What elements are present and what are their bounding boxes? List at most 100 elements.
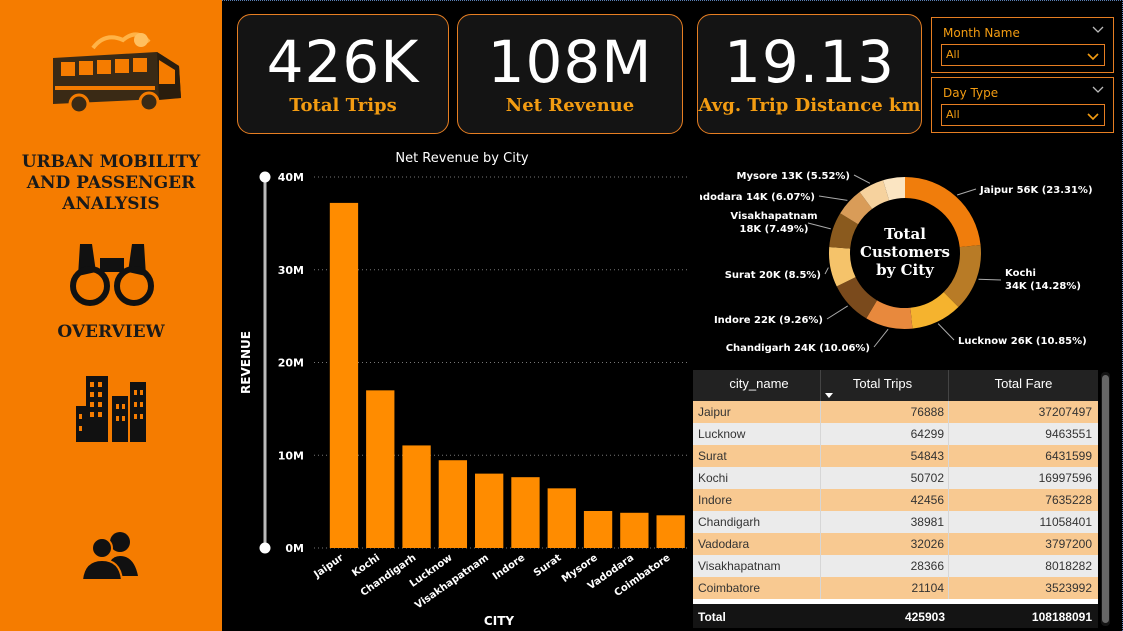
table-row[interactable]: Kochi 50702 16997596: [693, 467, 1098, 489]
donut-slice: [883, 177, 905, 201]
slicer-month-name[interactable]: Month Name All: [931, 17, 1114, 73]
slicer-dropdown[interactable]: All: [941, 104, 1105, 126]
x-tick-label: Jaipur: [311, 552, 345, 581]
slice-label: Mysore 13K (5.52%): [737, 171, 850, 182]
title-line: AND PASSENGER: [26, 173, 196, 193]
y-tick-label: 20M: [278, 357, 304, 370]
overview-nav-label[interactable]: OVERVIEW: [57, 322, 165, 342]
donut-slice: [866, 300, 913, 330]
cell-total-trips: 21104: [821, 577, 949, 599]
x-axis-label: CITY: [484, 614, 514, 628]
y-tick-label: 40M: [278, 171, 304, 184]
city-summary-table: city_name Total Trips Total Fare Jaipur 7…: [693, 370, 1098, 628]
sort-desc-icon[interactable]: [825, 393, 833, 398]
donut-slice: [943, 244, 981, 308]
chevron-down-icon[interactable]: [1092, 23, 1104, 35]
cell-total-trips: 64299: [821, 423, 949, 445]
kpi-value: 108M: [487, 28, 653, 96]
slice-label: Lucknow 26K (10.85%): [958, 336, 1087, 347]
chevron-down-icon[interactable]: [1092, 83, 1104, 95]
donut-slice: [829, 213, 859, 249]
leader-line: [873, 328, 889, 348]
bar: [329, 202, 359, 549]
bar: [583, 510, 613, 548]
table-row[interactable]: Vadodara 32026 3797200: [693, 533, 1098, 555]
slicer-value: All: [946, 48, 960, 61]
donut-center-label: Customers: [860, 243, 950, 261]
slice-label: Kochi: [1005, 268, 1036, 279]
slicer-dropdown[interactable]: All: [941, 44, 1105, 66]
cell-total-trips: 32026: [821, 533, 949, 555]
cell-total-trips: 42456: [821, 489, 949, 511]
slicer-label: Day Type: [943, 86, 999, 100]
y-tick-label: 30M: [278, 264, 304, 277]
cell-total-fare: 37207497: [1038, 405, 1092, 419]
bar: [402, 445, 431, 548]
dropdown-arrow-icon[interactable]: [1087, 50, 1099, 62]
column-header-city[interactable]: city_name: [693, 370, 821, 401]
net-revenue-bar-chart: Net Revenue by City 0M 10M 20M 30M 40M REVENUE…: [239, 151, 687, 628]
table-row[interactable]: Indore 42456 7635228: [693, 489, 1098, 511]
cell-total-fare: 11058401: [1039, 515, 1093, 529]
table-row[interactable]: Coimbatore 21104 3523992: [693, 577, 1098, 599]
scrollbar-thumb[interactable]: [1102, 375, 1109, 623]
cell-total-fare: 7635228: [1045, 493, 1092, 507]
table-row[interactable]: Surat 54843 6431599: [693, 445, 1098, 467]
x-tick-label: Indore: [491, 552, 527, 582]
dropdown-arrow-icon[interactable]: [1087, 110, 1099, 122]
users-icon[interactable]: [80, 530, 142, 580]
table-row[interactable]: Chandigarh 38981 11058401: [693, 511, 1098, 533]
y-tick-label: 0M: [285, 542, 304, 555]
sidebar: URBAN MOBILITY AND PASSENGER ANALYSIS OV…: [0, 0, 222, 631]
cell-city: Coimbatore: [693, 577, 821, 599]
donut-slice: [910, 292, 959, 329]
total-label: Total: [698, 610, 726, 624]
cell-total-fare: 8018282: [1045, 559, 1092, 573]
table-scrollbar[interactable]: [1101, 372, 1110, 626]
cell-total-trips: 38981: [821, 511, 949, 533]
cell-total-fare: 6431599: [1045, 449, 1092, 463]
slicer-day-type[interactable]: Day Type All: [931, 77, 1114, 133]
range-slider-handle: [259, 171, 271, 183]
column-header-total-trips[interactable]: Total Trips: [821, 370, 949, 401]
kpi-label: Net Revenue: [505, 95, 635, 116]
cell-city: Surat: [693, 445, 821, 467]
table-total-row: Total 425903 108188091: [693, 602, 1098, 628]
title-line: ANALYSIS: [62, 194, 160, 214]
column-header-total-fare[interactable]: Total Fare: [994, 376, 1053, 391]
leader-line: [978, 278, 1002, 281]
bus-icon: [53, 32, 181, 115]
table-body: Jaipur 76888 37207497 Lucknow 64299 9463551 Su…: [693, 401, 1098, 599]
slice-label: 18K (7.49%): [740, 224, 809, 235]
table-row[interactable]: Jaipur 76888 37207497: [693, 401, 1098, 423]
slice-label: Indore 22K (9.26%): [714, 315, 823, 326]
slice-label: 34K (14.28%): [1005, 281, 1081, 292]
buildings-icon[interactable]: [76, 376, 148, 442]
cell-city: Lucknow: [693, 423, 821, 445]
bar: [620, 512, 649, 548]
customers-donut-chart: Jaipur 56K (23.31%) Kochi 34K (14.28%) Luck…: [700, 171, 1093, 354]
cell-total-fare: 9463551: [1045, 427, 1092, 441]
kpi-label: Avg. Trip Distance km: [698, 95, 921, 116]
cell-city: Chandigarh: [693, 511, 821, 533]
slice-label: Surat 20K (8.5%): [725, 270, 821, 281]
kpi-total-trips: 426K Total Trips: [237, 14, 449, 134]
column-header-label: Total Trips: [852, 376, 913, 391]
y-axis-label: REVENUE: [239, 331, 253, 394]
table-row[interactable]: Lucknow 64299 9463551: [693, 423, 1098, 445]
table-header: city_name Total Trips Total Fare: [693, 370, 1098, 401]
cell-city: Kochi: [693, 467, 821, 489]
cell-total-fare: 3523992: [1045, 581, 1092, 595]
donut-center-label: by City: [876, 261, 935, 279]
leader-line: [826, 305, 848, 320]
bar: [511, 477, 540, 548]
bar: [366, 390, 395, 548]
binoculars-icon[interactable]: [70, 236, 154, 308]
donut-slice: [859, 180, 890, 209]
total-trips-value: 425903: [904, 610, 945, 624]
x-tick-label: Surat: [532, 552, 564, 579]
table-row[interactable]: Visakhapatnam 28366 8018282: [693, 555, 1098, 577]
range-slider-handle: [259, 542, 271, 554]
bar: [475, 473, 504, 548]
donut-slice: [905, 177, 981, 248]
